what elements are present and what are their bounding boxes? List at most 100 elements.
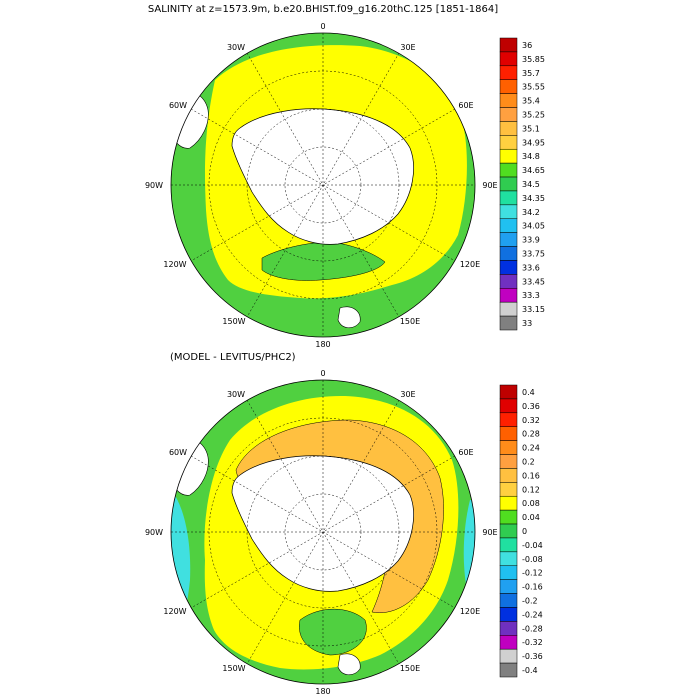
top-lon-label-90w: 90W [145, 181, 163, 190]
top-lon-label-120w: 120W [163, 260, 186, 269]
bottom-colorbar-label-16: -0.24 [522, 610, 543, 619]
bottom-colorbar-box-2 [499, 412, 518, 427]
bottom-colorbar-box-19 [499, 648, 518, 664]
bottom-antarctica [231, 455, 414, 592]
top-colorbar-box-9 [499, 162, 518, 178]
bottom-colorbar-label-12: -0.08 [522, 555, 543, 564]
bottom-colorbar-box-3 [499, 426, 518, 441]
top-meridians [171, 33, 475, 337]
top-lon-label-60e: 60E [458, 101, 473, 110]
bottom-colorbar-box-4 [499, 440, 518, 455]
bottom-colorbar-label-18: -0.32 [522, 638, 543, 647]
bottom-colorbar-box-16 [499, 607, 518, 622]
bottom-colorbar-box-10 [499, 523, 518, 539]
top-colorbar-label-3: 35.55 [522, 83, 545, 92]
top-lon-label-150w: 150W [222, 317, 245, 326]
bottom-lon-label-180: 180 [315, 687, 330, 696]
top-colorbar-label-5: 35.25 [522, 110, 545, 119]
bottom-colorbar: 0.4 0.36 0.32 0.28 0.24 0.2 0.16 0.12 0.08 0.04 0 -… [499, 384, 543, 678]
bottom-colorbar-box-12 [499, 551, 518, 567]
top-colorbar-box-19 [499, 301, 518, 317]
bottom-cyan-east [463, 500, 475, 620]
bottom-meridians [171, 380, 475, 684]
bottom-green-patch-s [299, 608, 367, 656]
bottom-colorbar-label-20: -0.4 [522, 666, 538, 675]
top-colorbar-label-9: 34.65 [522, 166, 545, 175]
top-lon-label-30w: 30W [227, 43, 245, 52]
top-colorbar-box-5 [499, 107, 518, 122]
bottom-colorbar-box-8 [499, 495, 518, 511]
top-colorbar-label-16: 33.6 [522, 263, 540, 272]
bottom-colorbar-label-2: 0.32 [522, 416, 540, 425]
bottom-colorbar-box-11 [499, 537, 518, 553]
top-colorbar-box-15 [499, 246, 518, 261]
top-lon-label-0: 0 [320, 22, 325, 31]
top-lon-label-90e: 90E [482, 181, 497, 190]
bottom-lon-label-120e: 120E [460, 607, 480, 616]
bottom-panel: (MODEL - LEVITUS/PHC2) [145, 352, 543, 696]
top-colorbar-label-1: 35.85 [522, 55, 545, 64]
bottom-colorbar-box-14 [499, 579, 518, 594]
bottom-colorbar-label-13: -0.12 [522, 569, 543, 578]
bottom-lon-label-90e: 90E [482, 528, 497, 537]
top-lon-label-30e: 30E [400, 43, 415, 52]
top-colorbar-box-1 [499, 51, 518, 67]
bottom-colorbar-box-17 [499, 621, 518, 636]
top-colorbar-box-16 [499, 260, 518, 275]
top-green-tongue [261, 241, 386, 281]
bottom-colorbar-box-9 [499, 509, 518, 525]
top-colorbar-box-2 [499, 65, 518, 80]
bottom-colorbar-label-5: 0.2 [522, 457, 535, 466]
bottom-colorbar-box-5 [499, 454, 518, 469]
top-lon-label-180: 180 [315, 340, 330, 349]
top-colorbar-box-3 [499, 79, 518, 94]
bottom-colorbar-box-6 [499, 468, 518, 483]
top-colorbar-label-0: 36 [522, 41, 532, 50]
bottom-colorbar-box-1 [499, 398, 518, 414]
top-colorbar-label-12: 34.2 [522, 208, 540, 217]
bottom-colorbar-label-17: -0.28 [522, 624, 543, 633]
top-colorbar-box-6 [499, 121, 518, 136]
bottom-colorbar-label-8: 0.08 [522, 499, 540, 508]
bottom-colorbar-box-18 [499, 635, 518, 650]
top-colorbar-label-6: 35.1 [522, 124, 540, 133]
top-colorbar-label-13: 34.05 [522, 222, 545, 231]
bottom-colorbar-label-6: 0.16 [522, 471, 540, 480]
top-colorbar-box-4 [499, 93, 518, 108]
top-new-zealand [337, 306, 361, 329]
bottom-lon-label-150w: 150W [222, 664, 245, 673]
top-title: SALINITY at z=1573.9m, b.e20.BHIST.f09_g… [148, 4, 498, 15]
top-lon-label-120e: 120E [460, 260, 480, 269]
bottom-map-border [170, 379, 476, 685]
bottom-lon-label-60e: 60E [458, 448, 473, 457]
top-colorbar-label-14: 33.9 [522, 236, 540, 245]
bottom-lon-label-120w: 120W [163, 607, 186, 616]
top-colorbar-label-4: 35.4 [522, 97, 540, 106]
top-colorbar-box-18 [499, 288, 518, 303]
bottom-colorbar-label-11: -0.04 [522, 541, 543, 550]
bottom-title: (MODEL - LEVITUS/PHC2) [170, 352, 296, 363]
top-colorbar-label-10: 34.5 [522, 180, 540, 189]
top-colorbar-box-12 [499, 204, 518, 220]
top-colorbar-label-7: 34.95 [522, 138, 545, 147]
top-colorbar-label-8: 34.8 [522, 152, 540, 161]
top-colorbar-label-18: 33.3 [522, 291, 540, 300]
top-colorbar-label-17: 33.45 [522, 277, 545, 286]
top-colorbar-box-17 [499, 274, 518, 289]
top-colorbar-box-13 [499, 218, 518, 233]
bottom-lon-label-30w: 30W [227, 390, 245, 399]
bottom-colorbar-label-1: 0.36 [522, 402, 540, 411]
top-colorbar-label-11: 34.35 [522, 194, 545, 203]
bottom-colorbar-box-20 [499, 662, 518, 678]
bottom-colorbar-label-19: -0.36 [522, 652, 543, 661]
bottom-colorbar-label-9: 0.04 [522, 513, 540, 522]
bottom-colorbar-label-10: 0 [522, 527, 527, 536]
top-colorbar-label-19: 33.15 [522, 305, 545, 314]
bottom-colorbar-box-15 [499, 593, 518, 608]
top-colorbar-box-11 [499, 190, 518, 206]
bottom-lon-label-0: 0 [320, 369, 325, 378]
bottom-lon-label-60w: 60W [169, 448, 187, 457]
bottom-new-zealand [337, 653, 361, 676]
top-map-border [170, 32, 476, 338]
